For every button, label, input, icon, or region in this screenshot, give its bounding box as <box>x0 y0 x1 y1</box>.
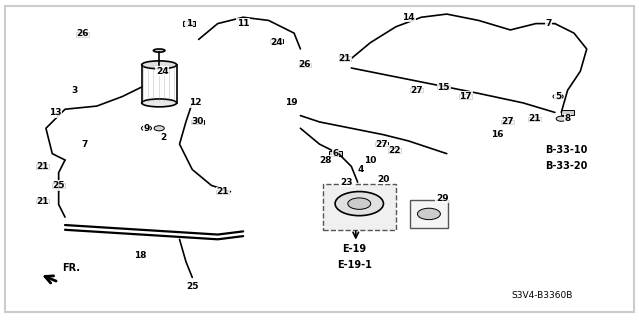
Text: 28: 28 <box>320 156 332 164</box>
Circle shape <box>335 192 383 216</box>
Text: 29: 29 <box>436 194 449 203</box>
Text: 19: 19 <box>284 99 297 108</box>
Text: B-33-20: B-33-20 <box>545 161 587 171</box>
Text: 23: 23 <box>341 178 353 187</box>
Text: 2: 2 <box>160 133 167 142</box>
Text: 21: 21 <box>36 197 49 206</box>
Bar <box>217 189 229 194</box>
Text: 21: 21 <box>528 114 541 123</box>
Bar <box>561 110 574 115</box>
Text: 25: 25 <box>186 282 199 292</box>
Text: 6: 6 <box>332 149 339 158</box>
Bar <box>410 200 448 228</box>
Circle shape <box>553 94 563 99</box>
Text: 4: 4 <box>358 165 364 174</box>
Text: 1: 1 <box>186 19 192 28</box>
Bar <box>389 148 401 153</box>
Ellipse shape <box>153 49 165 52</box>
Text: 21: 21 <box>217 187 229 196</box>
Text: 21: 21 <box>339 54 351 63</box>
Text: 15: 15 <box>437 83 450 92</box>
Circle shape <box>154 126 164 131</box>
Bar <box>339 56 351 61</box>
Ellipse shape <box>142 61 176 69</box>
Text: 9: 9 <box>143 124 150 133</box>
Text: 11: 11 <box>237 19 249 28</box>
Text: 30: 30 <box>191 117 204 126</box>
Bar <box>528 116 541 121</box>
Bar <box>323 184 396 230</box>
Text: E-19-1: E-19-1 <box>337 260 372 270</box>
Text: 10: 10 <box>364 156 376 164</box>
Text: E-19: E-19 <box>343 244 367 254</box>
Text: 5: 5 <box>555 92 561 101</box>
Text: 27: 27 <box>410 86 423 95</box>
Text: 26: 26 <box>77 28 89 38</box>
Text: 25: 25 <box>52 181 65 190</box>
Text: 17: 17 <box>459 92 472 101</box>
Text: 3: 3 <box>72 86 78 95</box>
Text: B-33-10: B-33-10 <box>545 146 587 156</box>
Text: FR.: FR. <box>62 263 80 273</box>
Text: 7: 7 <box>81 140 88 148</box>
Bar <box>77 32 89 37</box>
Text: 24: 24 <box>270 38 282 47</box>
Bar <box>36 164 49 169</box>
Bar <box>329 151 342 156</box>
Text: 27: 27 <box>375 140 387 148</box>
Text: 18: 18 <box>134 251 146 260</box>
Bar <box>183 21 196 26</box>
Bar <box>410 88 423 92</box>
Text: 24: 24 <box>156 67 169 76</box>
Text: 22: 22 <box>389 146 401 155</box>
Circle shape <box>141 126 151 131</box>
Ellipse shape <box>142 99 176 107</box>
Text: 12: 12 <box>189 99 202 108</box>
Bar <box>270 39 282 43</box>
Circle shape <box>417 208 440 220</box>
Bar <box>36 199 49 204</box>
Text: 7: 7 <box>545 19 551 28</box>
Text: 16: 16 <box>491 130 504 139</box>
Text: 20: 20 <box>377 174 389 184</box>
Bar <box>437 85 450 89</box>
Bar <box>298 63 311 67</box>
Text: 14: 14 <box>403 13 415 22</box>
Text: 8: 8 <box>564 114 571 123</box>
Circle shape <box>348 198 371 209</box>
Bar <box>459 94 472 99</box>
Text: 13: 13 <box>49 108 62 117</box>
Bar <box>191 120 204 124</box>
Text: 21: 21 <box>36 162 49 171</box>
Text: 27: 27 <box>502 117 514 126</box>
Circle shape <box>556 116 566 121</box>
Text: 26: 26 <box>298 60 311 69</box>
Bar <box>375 142 388 146</box>
Bar <box>52 183 65 188</box>
Bar <box>502 120 514 124</box>
Text: S3V4-B3360B: S3V4-B3360B <box>511 291 573 300</box>
